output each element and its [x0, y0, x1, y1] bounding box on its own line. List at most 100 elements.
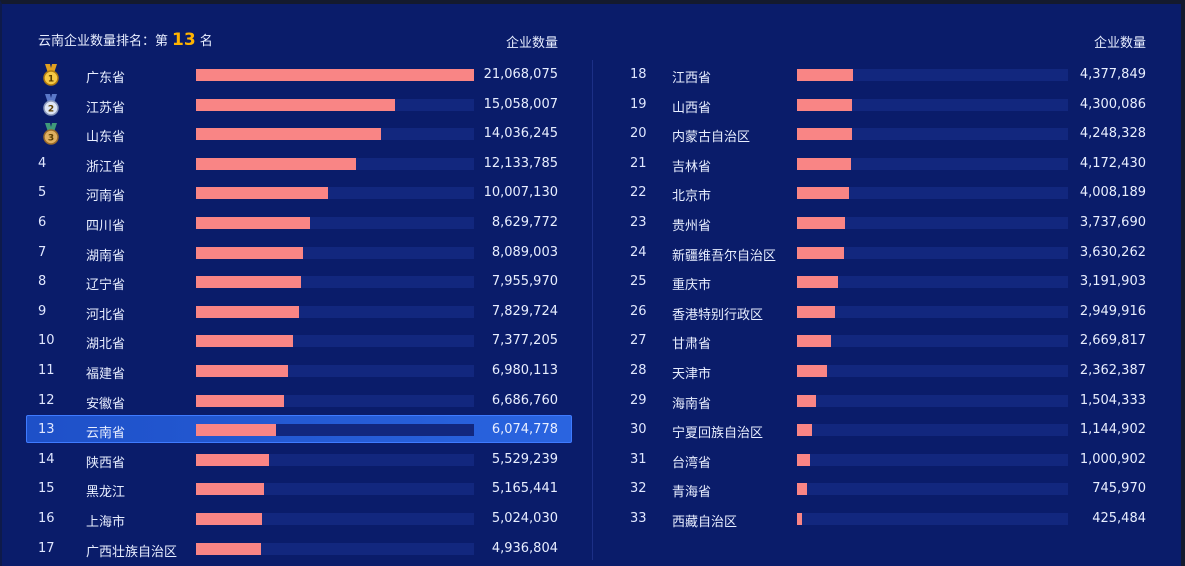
province-name: 香港特别行政区 [672, 307, 764, 323]
bar [196, 157, 356, 170]
value-label: 4,377,849 [1079, 67, 1146, 82]
bar-track [797, 483, 1068, 496]
bar [797, 276, 838, 289]
bar-track [797, 424, 1068, 437]
bar [196, 246, 303, 259]
silver-medal-icon: 2 [42, 93, 60, 116]
bronze-medal-icon: 3 [42, 123, 60, 145]
value-label: 8,629,772 [491, 215, 558, 230]
right-ranking-panel: 企业数量 18 江西省 4,377,849 19 山西省 4,300,086 20 内蒙古自治… [594, 8, 1184, 566]
rank-label: 10 [38, 333, 55, 349]
ranking-row: 1 广东省 21,068,075 [2, 60, 592, 90]
bar-track [196, 394, 474, 407]
rank-label: 17 [38, 540, 55, 556]
bar-track [196, 483, 474, 496]
rank-label: 27 [630, 333, 647, 349]
bar [196, 217, 310, 229]
bar-track [797, 365, 1068, 377]
ranking-row: 32 青海省 745,970 [594, 474, 1184, 504]
bar [797, 187, 849, 200]
bar-track [196, 157, 474, 170]
bar-track [196, 128, 474, 141]
value-label: 7,377,205 [491, 333, 558, 349]
province-name: 北京市 [672, 189, 712, 205]
ranking-row: 31 台湾省 1,000,902 [594, 445, 1184, 475]
ranking-row: 33 西藏自治区 425,484 [594, 504, 1184, 534]
chart-title: 云南企业数量排名：第 13 名 [38, 30, 213, 50]
value-label: 745,970 [1092, 481, 1146, 497]
province-name: 湖北省 [86, 337, 126, 353]
ranking-row: 28 天津市 2,362,387 [594, 356, 1184, 386]
bar-track [797, 187, 1068, 200]
bar-track [797, 69, 1068, 81]
province-name: 河北省 [86, 307, 126, 323]
ranking-row: 23 贵州省 3,737,690 [594, 208, 1184, 238]
value-label: 4,936,804 [491, 540, 558, 556]
ranking-row: 16 上海市 5,024,030 [2, 504, 592, 534]
bar-track [797, 276, 1068, 289]
ranking-row: 8 辽宁省 7,955,970 [2, 267, 592, 297]
ranking-row: 5 河南省 10,007,130 [2, 178, 592, 208]
ranking-row: 21 吉林省 4,172,430 [594, 149, 1184, 179]
province-name: 宁夏回族自治区 [672, 426, 764, 442]
bar-track [797, 217, 1068, 229]
bar-track [196, 335, 474, 348]
value-label: 15,058,007 [483, 96, 558, 112]
bar [196, 98, 395, 111]
bar-track [196, 305, 474, 318]
bar-track [196, 542, 474, 555]
province-name: 广西壮族自治区 [86, 544, 178, 560]
bar [797, 246, 844, 259]
bar [797, 453, 810, 466]
ranking-row: 12 安徽省 6,686,760 [2, 386, 592, 416]
bar-track [797, 394, 1068, 407]
province-name: 黑龙江 [86, 485, 126, 501]
ranking-row: 11 福建省 6,980,113 [2, 356, 592, 386]
rank-label: 32 [630, 481, 647, 497]
province-name: 江苏省 [86, 100, 126, 116]
bar [797, 335, 831, 348]
value-label: 4,172,430 [1079, 155, 1146, 171]
rank-label: 18 [630, 67, 647, 82]
rank-label: 28 [630, 363, 647, 378]
ranking-row: 6 四川省 8,629,772 [2, 208, 592, 238]
bar [196, 335, 293, 348]
bar [797, 513, 802, 525]
bar [797, 69, 853, 81]
province-name: 贵州省 [672, 219, 712, 234]
value-label: 21,068,075 [483, 67, 558, 82]
value-label: 14,036,245 [483, 126, 558, 142]
rank-label: 15 [38, 481, 55, 497]
value-label: 10,007,130 [483, 185, 558, 201]
rank-label: 13 [38, 422, 55, 438]
value-label: 1,504,333 [1079, 392, 1146, 408]
bar [196, 305, 299, 318]
ranking-row: 14 陕西省 5,529,239 [2, 445, 592, 475]
bar [196, 276, 301, 289]
value-label: 1,000,902 [1079, 451, 1146, 467]
bar [196, 453, 269, 466]
bar-track [196, 276, 474, 289]
province-name: 安徽省 [86, 396, 126, 412]
province-name: 甘肃省 [672, 337, 712, 353]
bar-track [797, 335, 1068, 348]
bar-track [196, 365, 474, 377]
bar-track [196, 513, 474, 525]
rank-label: 4 [38, 155, 47, 171]
bar [196, 187, 328, 200]
value-label: 6,980,113 [491, 363, 558, 378]
bar [196, 394, 284, 407]
bar [196, 424, 276, 437]
svg-text:2: 2 [48, 104, 54, 114]
bar [196, 513, 262, 525]
province-name: 青海省 [672, 485, 712, 501]
rank-label: 6 [38, 215, 47, 230]
province-name: 河南省 [86, 189, 126, 205]
bar [196, 128, 381, 141]
bar [797, 424, 812, 437]
value-label: 5,165,441 [491, 481, 558, 497]
province-name: 内蒙古自治区 [672, 130, 751, 146]
ranking-row: 18 江西省 4,377,849 [594, 60, 1184, 90]
bar-track [196, 98, 474, 111]
